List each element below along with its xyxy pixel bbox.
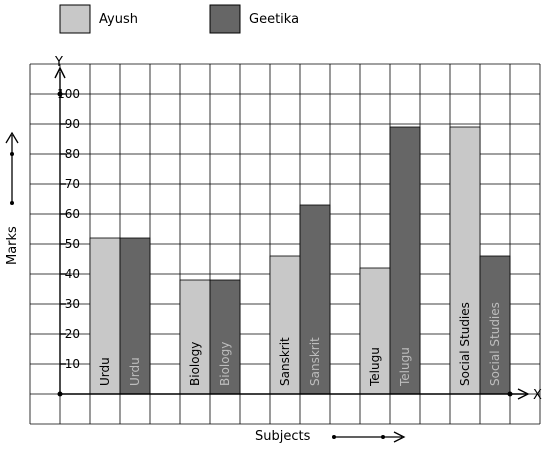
y-tick-label: 70: [65, 177, 80, 191]
bar-label: Telugu: [398, 347, 412, 387]
bar-geetika-urdu: [119, 237, 151, 395]
origin-dot: [57, 391, 63, 397]
bar-ayush-social-studies: [449, 126, 481, 395]
x-axis-direction-dot-right: [381, 435, 385, 439]
y-axis-title-group: Marks: [5, 131, 20, 265]
axes: 10 20 30 40 50 60 70 80 90 100: [54, 66, 530, 400]
legend: Ayush Geetika: [59, 4, 299, 34]
x-axis-arrowhead: [517, 388, 530, 400]
bar-ayush-urdu: [89, 237, 121, 395]
bar-label: Social Studies: [488, 302, 502, 386]
bar-ayush-sanskrit: [269, 255, 301, 395]
bar-geetika-sanskrit: [299, 204, 331, 395]
x-axis-direction-dot-left: [332, 435, 336, 439]
bar-geetika-telugu: [389, 126, 421, 395]
bar-label: Sanskrit: [308, 337, 322, 386]
x-axis-title-group: Subjects: [255, 429, 406, 444]
bar-label: Urdu: [128, 357, 142, 386]
legend-swatch-geetika: [209, 4, 241, 34]
y-axis-direction-dot-top: [10, 152, 14, 156]
y-tick-label: 80: [65, 147, 80, 161]
bar-label: Biology: [218, 342, 232, 386]
bar-label: Biology: [188, 342, 202, 386]
bars: Urdu Urdu Biology Biology Sanskrit Sanskrit Te…: [89, 126, 511, 395]
x-axis-title: Subjects: [255, 429, 311, 444]
y-tick-label: 100: [57, 87, 80, 101]
legend-label-ayush: Ayush: [99, 12, 138, 27]
x-axis-direction-arrowhead: [393, 431, 406, 443]
bar-ayush-biology: [179, 279, 211, 395]
bar-ayush-telugu: [359, 267, 391, 395]
y-tick-label: 60: [65, 207, 80, 221]
y-tick-label: 10: [65, 357, 80, 371]
y-tick-label: 90: [65, 117, 80, 131]
bar-label: Telugu: [368, 347, 382, 387]
y-axis-title: Marks: [5, 226, 20, 265]
y-axis-arrowhead: [54, 66, 66, 79]
y-tick-label: 50: [65, 237, 80, 251]
y-tick-label: 30: [65, 297, 80, 311]
x-axis-dot: [507, 391, 513, 397]
y-axis-direction-dot-bottom: [10, 201, 14, 205]
legend-swatch-ayush: [59, 4, 91, 34]
legend-label-geetika: Geetika: [249, 12, 299, 27]
x-axis-letter: X: [533, 388, 542, 403]
y-axis-letter: Y: [54, 55, 63, 70]
bar-geetika-social-studies: [479, 255, 511, 395]
bar-label: Sanskrit: [278, 337, 292, 386]
y-tick-label: 40: [65, 267, 80, 281]
bar-geetika-biology: [209, 279, 241, 395]
bar-label: Urdu: [98, 357, 112, 386]
y-axis-direction-arrowhead: [5, 131, 19, 144]
bar-label: Social Studies: [458, 302, 472, 386]
y-tick-label: 20: [65, 327, 80, 341]
